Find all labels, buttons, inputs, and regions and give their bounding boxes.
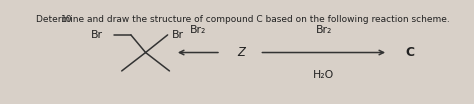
- Text: Br: Br: [91, 30, 103, 40]
- Text: Determine and draw the structure of compound C based on the following reaction s: Determine and draw the structure of comp…: [36, 15, 450, 24]
- Text: H₂O: H₂O: [313, 70, 334, 80]
- Text: Br: Br: [172, 30, 184, 40]
- Text: C: C: [406, 46, 415, 59]
- Text: Z: Z: [237, 46, 245, 59]
- Text: 10: 10: [61, 15, 73, 24]
- Text: Br₂: Br₂: [190, 25, 206, 35]
- Text: Br₂: Br₂: [316, 25, 332, 35]
